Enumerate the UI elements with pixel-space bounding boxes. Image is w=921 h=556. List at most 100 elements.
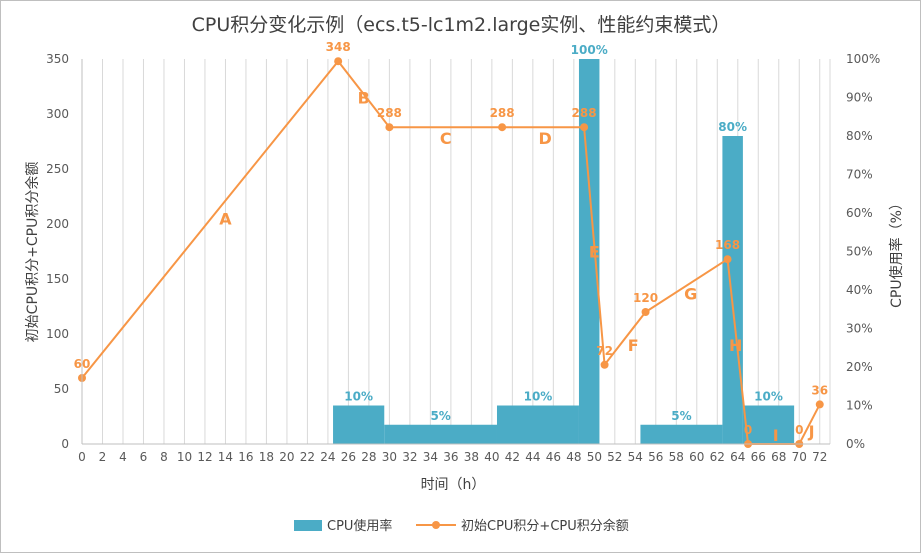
point-label: 0: [744, 423, 752, 437]
x-tick-label: 28: [361, 450, 376, 464]
point-label: 288: [377, 106, 402, 120]
y-right-tick-label: 60%: [846, 206, 873, 220]
bar-label: 10%: [344, 390, 373, 404]
legend: CPU使用率 初始CPU积分+CPU积分余额: [294, 518, 629, 534]
y-left-tick-label: 350: [46, 52, 69, 66]
x-tick-label: 62: [710, 450, 725, 464]
segment-annotation: A: [219, 210, 232, 229]
x-tick-label: 56: [648, 450, 663, 464]
x-axis-title: 时间（h）: [421, 477, 486, 493]
point-label: 36: [811, 383, 828, 397]
y-left-tick-label: 150: [46, 272, 69, 286]
x-tick-label: 6: [140, 450, 148, 464]
legend-bar-swatch: [294, 520, 322, 531]
x-tick-label: 0: [78, 450, 86, 464]
segment-annotation: B: [358, 89, 370, 108]
point-label: 72: [596, 344, 613, 358]
point-label: 60: [74, 357, 91, 371]
bar-label: 10%: [524, 390, 553, 404]
bar: [384, 424, 497, 444]
x-tick-label: 26: [341, 450, 356, 464]
y-left-tick-label: 50: [54, 382, 69, 396]
data-labels: 10% 5% 10% 100% 5% 80% 10% 60 348 288 288 288 72 120 1…: [74, 40, 828, 445]
bar-series: [333, 59, 795, 444]
y-left-tick-label: 200: [46, 217, 69, 231]
x-tick-label: 64: [730, 450, 745, 464]
legend-line-marker: [432, 521, 440, 529]
y-right-tick-label: 80%: [846, 129, 873, 143]
x-tick-label: 40: [484, 450, 499, 464]
bar: [333, 405, 385, 444]
line-point: [815, 400, 824, 409]
y-right-tick-label: 10%: [846, 399, 873, 413]
segment-annotation: D: [539, 129, 552, 148]
x-tick-label: 50: [587, 450, 602, 464]
y-left-tick-label: 0: [61, 437, 69, 451]
y-left-tick-label: 250: [46, 162, 69, 176]
y-left-tick-label: 300: [46, 107, 69, 121]
x-tick-label: 4: [119, 450, 127, 464]
x-tick-label: 16: [238, 450, 253, 464]
x-tick-label: 44: [525, 450, 540, 464]
bar-label: 80%: [718, 120, 747, 134]
bar: [496, 405, 579, 444]
x-tick-label: 46: [546, 450, 561, 464]
line-point: [580, 123, 589, 132]
x-tick-label: 32: [402, 450, 417, 464]
x-tick-label: 66: [751, 450, 766, 464]
x-tick-label: 18: [259, 450, 274, 464]
y-left-tick-label: 100: [46, 327, 69, 341]
bar: [722, 136, 743, 444]
x-tick-label: 14: [218, 450, 233, 464]
x-tick-label: 38: [464, 450, 479, 464]
y-axis-left-title: 初始CPU积分+CPU积分余额: [24, 162, 41, 343]
x-tick-label: 52: [607, 450, 622, 464]
segment-annotation: H: [729, 336, 742, 355]
y-axis-right-title: CPU使用率（%）: [888, 196, 905, 308]
segment-annotation: J: [808, 422, 815, 441]
segment-annotation: F: [628, 336, 639, 355]
x-tick-label: 58: [669, 450, 684, 464]
y-right-tick-label: 20%: [846, 360, 873, 374]
point-label: 168: [715, 238, 740, 252]
y-right-tick-label: 40%: [846, 283, 873, 297]
segment-annotation: G: [684, 284, 697, 303]
x-tick-label: 70: [792, 450, 807, 464]
x-tick-label: 60: [689, 450, 704, 464]
legend-bar-label: CPU使用率: [327, 518, 392, 534]
line-point: [334, 57, 343, 66]
y-right-tick-label: 70%: [846, 168, 873, 182]
bar: [640, 424, 723, 444]
line-point: [600, 360, 609, 369]
axes: 0 2 4 6 8 10 12 14 16 18 20 22 24 26 28 30 32 34 36 38 40 42 4…: [46, 52, 880, 464]
x-tick-label: 12: [197, 450, 212, 464]
x-tick-label: 72: [812, 450, 827, 464]
line-point: [385, 123, 394, 132]
chart-title: CPU积分变化示例（ecs.t5-lc1m2.large实例、性能约束模式）: [192, 14, 731, 36]
x-tick-label: 24: [320, 450, 335, 464]
point-label: 288: [572, 106, 597, 120]
bar-label: 10%: [754, 390, 783, 404]
x-tick-label: 22: [300, 450, 315, 464]
line-point: [498, 123, 507, 132]
bar: [742, 405, 795, 444]
y-right-tick-label: 0%: [846, 437, 865, 451]
x-tick-label: 20: [279, 450, 294, 464]
x-tick-label: 54: [628, 450, 643, 464]
segment-annotation: I: [773, 426, 779, 445]
x-tick-label: 30: [382, 450, 397, 464]
y-right-tick-label: 50%: [846, 245, 873, 259]
point-label: 120: [633, 291, 658, 305]
bar: [578, 59, 600, 444]
x-tick-label: 36: [443, 450, 458, 464]
y-right-tick-label: 30%: [846, 322, 873, 336]
x-tick-label: 8: [160, 450, 168, 464]
point-label: 288: [490, 106, 515, 120]
point-label: 348: [326, 40, 351, 54]
y-right-tick-label: 100%: [846, 52, 880, 66]
bar-label: 5%: [671, 409, 691, 423]
bar-label: 100%: [571, 43, 608, 57]
segment-annotation: C: [440, 129, 452, 148]
y-right-tick-label: 90%: [846, 91, 873, 105]
